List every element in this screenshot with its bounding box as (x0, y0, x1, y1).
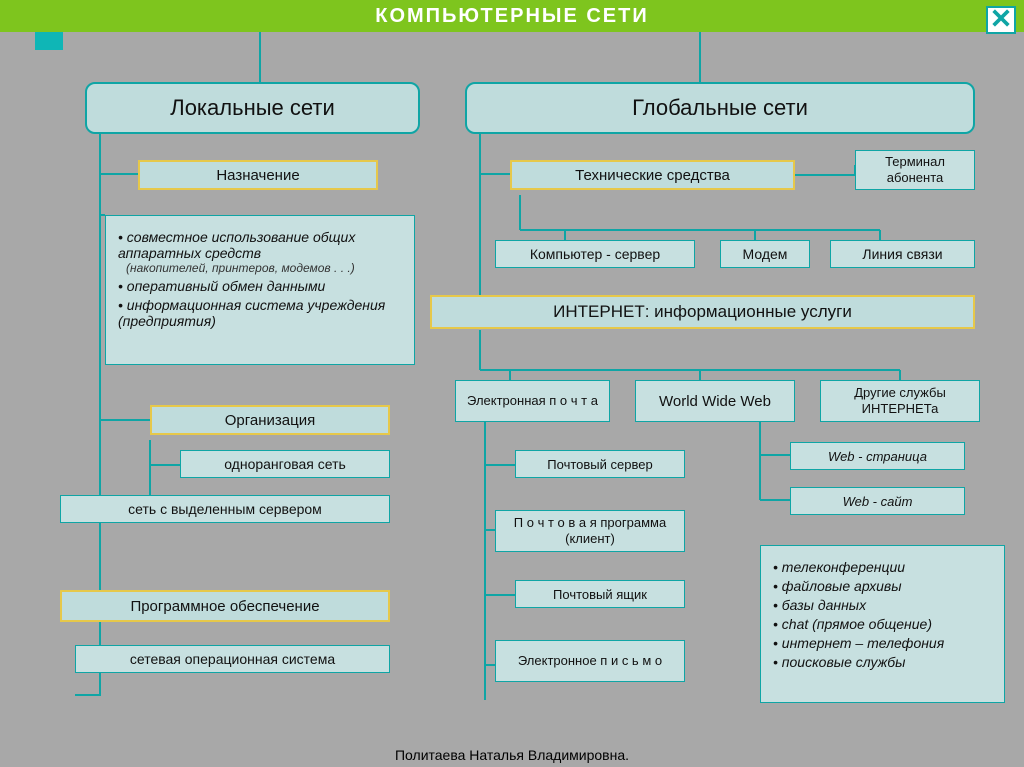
bullet-sub: (накопителей, принтеров, модемов . . .) (126, 261, 402, 275)
label: одноранговая сеть (224, 456, 346, 472)
label: Локальные сети (170, 95, 335, 121)
label: Электронное п и с ь м о (518, 653, 662, 669)
bullet: chat (прямое общение) (773, 616, 992, 632)
node-network-os: сетевая операционная система (75, 645, 390, 673)
bullet: совместное использование общих аппаратны… (118, 229, 355, 261)
bullet: файловые архивы (773, 578, 992, 594)
close-button[interactable] (986, 6, 1016, 34)
label: Почтовый ящик (553, 587, 647, 602)
bullet: телеконференции (773, 559, 992, 575)
node-mail-server: Почтовый сервер (515, 450, 685, 478)
label: World Wide Web (659, 393, 771, 410)
label: Модем (743, 246, 788, 262)
label: П о ч т о в а я программа (клиент) (496, 515, 684, 548)
bullet: оперативный обмен данными (118, 278, 402, 294)
node-global-networks: Глобальные сети (465, 82, 975, 134)
label: Компьютер - сервер (530, 246, 660, 262)
label: Организация (225, 412, 315, 429)
label: Web - сайт (843, 494, 913, 509)
label: сетевая операционная система (130, 651, 335, 667)
node-terminal: Терминал абонента (855, 150, 975, 190)
label: сеть с выделенным сервером (128, 501, 322, 517)
node-mailbox: Почтовый ящик (515, 580, 685, 608)
node-mail-client: П о ч т о в а я программа (клиент) (495, 510, 685, 552)
label: Другие службы ИНТЕРНЕТа (821, 385, 979, 418)
bullet: информационная система учреждения (предп… (118, 297, 402, 329)
node-organization: Организация (150, 405, 390, 435)
node-www: World Wide Web (635, 380, 795, 422)
page-title: КОМПЬЮТЕРНЫЕ СЕТИ (375, 5, 649, 27)
other-services-bullets: телеконференции файловые архивы базы дан… (760, 545, 1005, 703)
label: Программное обеспечение (130, 598, 319, 615)
label: Почтовый сервер (547, 457, 652, 472)
node-modem: Модем (720, 240, 810, 268)
node-link-line: Линия связи (830, 240, 975, 268)
label: Политаева Наталья Владимировна. (395, 747, 629, 763)
label: Назначение (216, 167, 299, 184)
node-other-services: Другие службы ИНТЕРНЕТа (820, 380, 980, 422)
footer-author: Политаева Наталья Владимировна. (0, 747, 1024, 763)
node-local-networks: Локальные сети (85, 82, 420, 134)
label: Терминал абонента (856, 154, 974, 187)
node-software: Программное обеспечение (60, 590, 390, 622)
label: Электронная п о ч т а (467, 393, 598, 409)
node-computer-server: Компьютер - сервер (495, 240, 695, 268)
node-internet-services: ИНТЕРНЕТ: информационные услуги (430, 295, 975, 329)
page-title-bar: КОМПЬЮТЕРНЫЕ СЕТИ (0, 0, 1024, 32)
node-purpose: Назначение (138, 160, 378, 190)
label: ИНТЕРНЕТ: информационные услуги (553, 302, 852, 322)
node-peer-network: одноранговая сеть (180, 450, 390, 478)
node-dedicated-server: сеть с выделенным сервером (60, 495, 390, 523)
bullet: базы данных (773, 597, 992, 613)
label: Web - страница (828, 449, 927, 464)
label: Технические средства (575, 167, 730, 184)
node-web-page: Web - страница (790, 442, 965, 470)
node-email-letter: Электронное п и с ь м о (495, 640, 685, 682)
close-icon (990, 7, 1012, 34)
node-email: Электронная п о ч т а (455, 380, 610, 422)
header-accent (35, 32, 63, 50)
label: Глобальные сети (632, 95, 808, 121)
node-web-site: Web - сайт (790, 487, 965, 515)
node-tech-means: Технические средства (510, 160, 795, 190)
label: Линия связи (862, 246, 942, 262)
bullet: интернет – телефония (773, 635, 992, 651)
bullet: поисковые службы (773, 654, 992, 670)
purpose-bullets: совместное использование общих аппаратны… (105, 215, 415, 365)
